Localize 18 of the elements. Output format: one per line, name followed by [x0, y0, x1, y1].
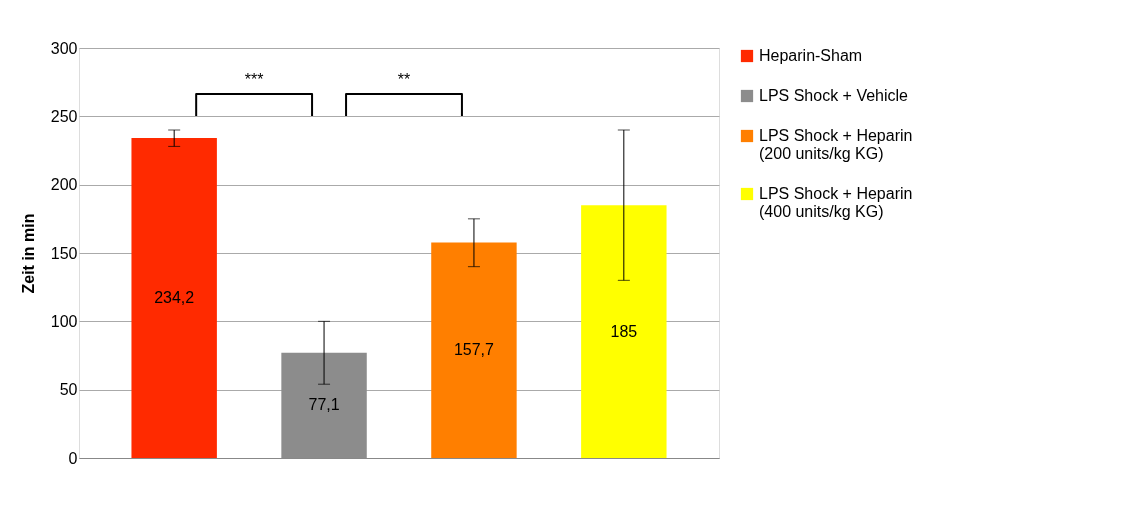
- data-label: 234,2: [154, 288, 195, 306]
- data-label: 185: [610, 322, 638, 340]
- y-tick-label: 200: [50, 176, 78, 194]
- legend-label: LPS Shock + Heparin (400 units/kg KG): [759, 185, 913, 220]
- y-tick-label: 300: [50, 39, 78, 57]
- y-tick-label: 100: [50, 312, 78, 330]
- y-tick-label: 50: [59, 381, 78, 399]
- legend-label: Heparin-Sham: [759, 47, 863, 64]
- y-tick-label: 150: [50, 244, 78, 262]
- y-axis-title: Zeit in min: [19, 213, 37, 294]
- legend-label: LPS Shock + Heparin (200 units/kg KG): [759, 127, 913, 162]
- annotation: **: [397, 71, 411, 88]
- y-tick-label: 250: [50, 107, 78, 125]
- data-label: 157,7: [453, 341, 495, 359]
- data-label: 77,1: [308, 396, 340, 414]
- annotation: ***: [244, 71, 264, 88]
- legend-label: LPS Shock + Vehicle: [759, 87, 909, 104]
- y-tick-label: 0: [68, 449, 78, 467]
